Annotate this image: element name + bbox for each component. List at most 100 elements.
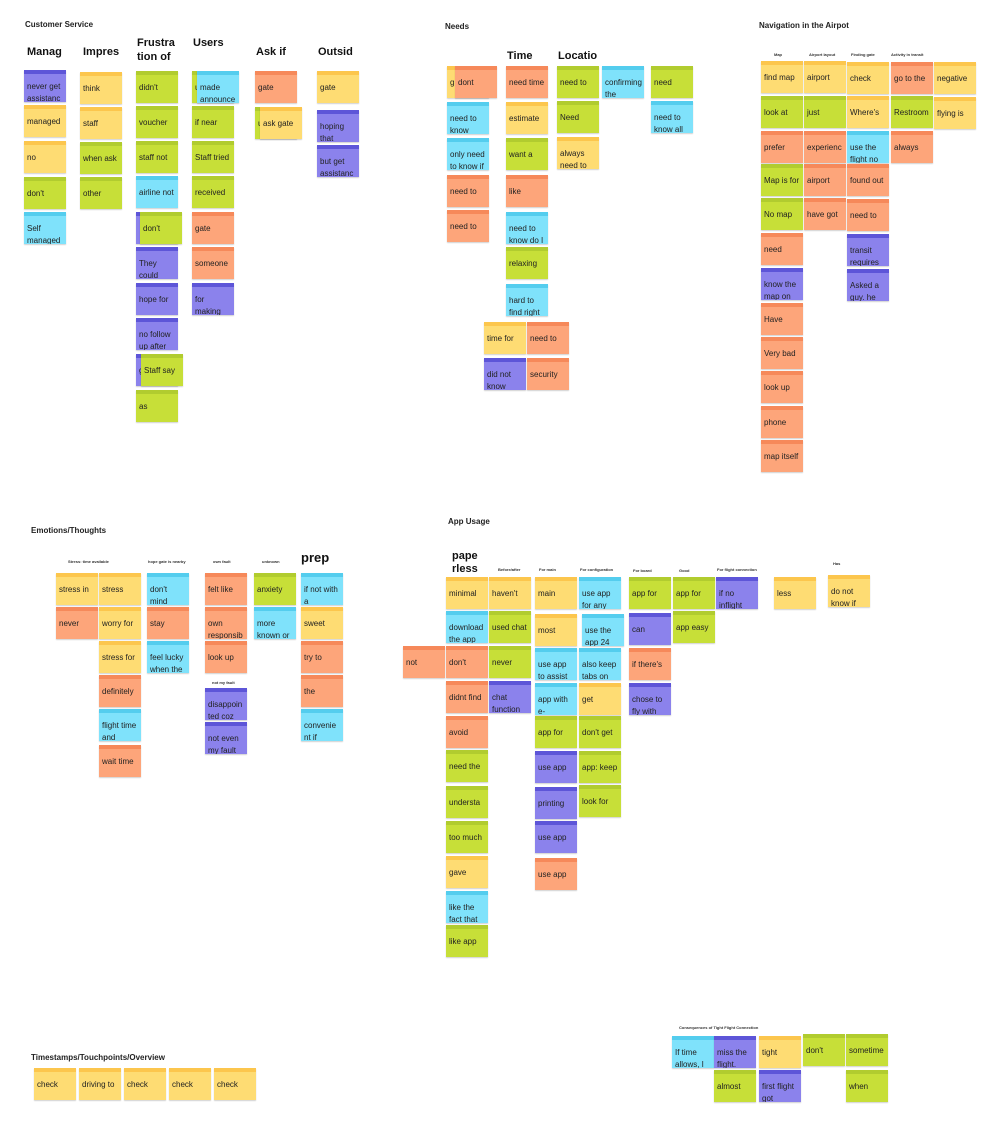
sticky-note[interactable]: wait time <box>99 745 141 777</box>
sticky-note[interactable]: driving to <box>79 1068 121 1100</box>
sticky-note[interactable]: never <box>56 607 98 639</box>
sticky-note[interactable]: never <box>489 646 531 678</box>
sticky-note[interactable]: the <box>301 675 343 707</box>
sticky-note[interactable]: worry for <box>99 607 141 639</box>
sticky-note[interactable]: airline not <box>136 176 178 208</box>
sticky-note[interactable]: found out <box>847 164 889 196</box>
sticky-note[interactable]: for making <box>192 283 234 315</box>
sticky-note[interactable]: more known or <box>254 607 296 639</box>
sticky-note[interactable]: estimate <box>506 102 548 134</box>
sticky-note[interactable]: use app <box>535 821 577 853</box>
sticky-note[interactable]: Self managed <box>24 212 66 244</box>
sticky-note[interactable]: phone <box>761 406 803 438</box>
sticky-note[interactable]: need <box>761 233 803 265</box>
sticky-note[interactable]: don't <box>803 1034 845 1066</box>
sticky-note[interactable]: miss the flight. <box>714 1036 756 1068</box>
sticky-note[interactable]: app: keep <box>579 751 621 783</box>
sticky-note[interactable]: sometime <box>846 1034 888 1066</box>
sticky-note[interactable]: someone <box>192 247 234 279</box>
sticky-note[interactable]: just <box>804 96 846 128</box>
sticky-note[interactable]: not even my fault <box>205 722 247 754</box>
sticky-note[interactable]: if not with a <box>301 573 343 605</box>
sticky-note[interactable]: have got <box>804 198 846 230</box>
sticky-note[interactable]: check <box>214 1068 256 1100</box>
sticky-note[interactable]: stay <box>147 607 189 639</box>
sticky-note[interactable]: not <box>403 646 445 678</box>
sticky-note[interactable]: need to know all <box>651 101 693 133</box>
sticky-note[interactable]: received <box>192 176 234 208</box>
sticky-note[interactable]: felt like <box>205 573 247 605</box>
sticky-note[interactable]: Where's <box>847 96 889 128</box>
sticky-note[interactable]: check <box>34 1068 76 1100</box>
sticky-note[interactable]: like the fact that <box>446 891 488 923</box>
sticky-note[interactable]: like app <box>446 925 488 957</box>
sticky-note[interactable]: avoid <box>446 716 488 748</box>
sticky-note[interactable]: app for <box>629 577 671 609</box>
sticky-note[interactable]: app easy <box>673 611 715 643</box>
sticky-note[interactable]: Staff tried <box>192 141 234 173</box>
sticky-note[interactable]: need the <box>446 750 488 782</box>
sticky-note[interactable]: look up <box>205 641 247 673</box>
sticky-note[interactable]: staff <box>80 107 122 139</box>
sticky-note[interactable]: relaxing <box>506 247 548 279</box>
sticky-note[interactable]: experienc <box>804 131 846 163</box>
sticky-note[interactable]: get <box>579 683 621 715</box>
sticky-note[interactable]: need to <box>557 66 599 98</box>
sticky-note[interactable]: try to <box>301 641 343 673</box>
sticky-note[interactable]: check <box>124 1068 166 1100</box>
sticky-note[interactable]: voucher <box>136 106 178 138</box>
sticky-note[interactable]: know the map on <box>761 268 803 300</box>
sticky-note[interactable]: download the app <box>446 611 488 643</box>
sticky-note[interactable]: managed <box>24 105 66 137</box>
sticky-note[interactable]: main <box>535 577 577 609</box>
sticky-note[interactable]: ask gate <box>260 107 302 139</box>
sticky-note[interactable]: look up <box>761 371 803 403</box>
sticky-note[interactable]: too much <box>446 821 488 853</box>
sticky-note[interactable]: use the app 24 <box>582 614 624 646</box>
sticky-note[interactable]: flying is <box>934 97 976 129</box>
sticky-note[interactable]: check <box>169 1068 211 1100</box>
sticky-note[interactable]: don't mind <box>147 573 189 605</box>
sticky-note[interactable]: printing <box>535 787 577 819</box>
sticky-note[interactable]: use app <box>535 858 577 890</box>
sticky-note[interactable]: need to <box>447 175 489 207</box>
sticky-note[interactable]: convenie nt if <box>301 709 343 741</box>
sticky-note[interactable]: flight time and <box>99 709 141 741</box>
sticky-note[interactable]: chat function <box>489 681 531 713</box>
sticky-note[interactable]: airport <box>804 164 846 196</box>
sticky-note[interactable]: find map <box>761 61 803 93</box>
sticky-note[interactable]: time for <box>484 322 526 354</box>
sticky-note[interactable]: chose to fly with <box>629 683 671 715</box>
sticky-note[interactable]: confirming the <box>602 66 644 98</box>
sticky-note[interactable]: stress for <box>99 641 141 673</box>
sticky-note[interactable]: Need <box>557 101 599 133</box>
sticky-note[interactable]: gave <box>446 856 488 888</box>
sticky-note[interactable]: don't <box>446 646 488 678</box>
sticky-note[interactable]: if no inflight <box>716 577 758 609</box>
sticky-note[interactable]: no follow up after <box>136 318 178 350</box>
sticky-note[interactable]: need time <box>506 66 548 98</box>
sticky-note[interactable]: think <box>80 72 122 104</box>
sticky-note[interactable]: hope for <box>136 283 178 315</box>
sticky-note[interactable]: use app to assist <box>535 648 577 680</box>
sticky-note[interactable]: app for <box>535 716 577 748</box>
sticky-note[interactable]: do not know if <box>828 575 870 607</box>
sticky-note[interactable]: don't get <box>579 716 621 748</box>
sticky-note[interactable]: staff not <box>136 141 178 173</box>
sticky-note[interactable]: feel lucky when the <box>147 641 189 673</box>
sticky-note[interactable]: Have <box>761 303 803 335</box>
sticky-note[interactable]: check <box>847 62 889 94</box>
sticky-note[interactable]: dont <box>455 66 497 98</box>
sticky-note[interactable]: most <box>535 614 577 646</box>
sticky-note[interactable]: No map <box>761 198 803 230</box>
sticky-note[interactable]: look for <box>579 785 621 817</box>
sticky-note[interactable]: didn't <box>136 71 178 103</box>
sticky-note[interactable]: did not know <box>484 358 526 390</box>
sticky-note[interactable]: negative <box>934 62 976 94</box>
sticky-note[interactable]: look at <box>761 96 803 128</box>
sticky-note[interactable]: sweet <box>301 607 343 639</box>
sticky-note[interactable]: less <box>774 577 816 609</box>
sticky-note[interactable]: tight <box>759 1036 801 1068</box>
sticky-note[interactable]: used chat <box>489 611 531 643</box>
sticky-note[interactable]: stress <box>99 573 141 605</box>
